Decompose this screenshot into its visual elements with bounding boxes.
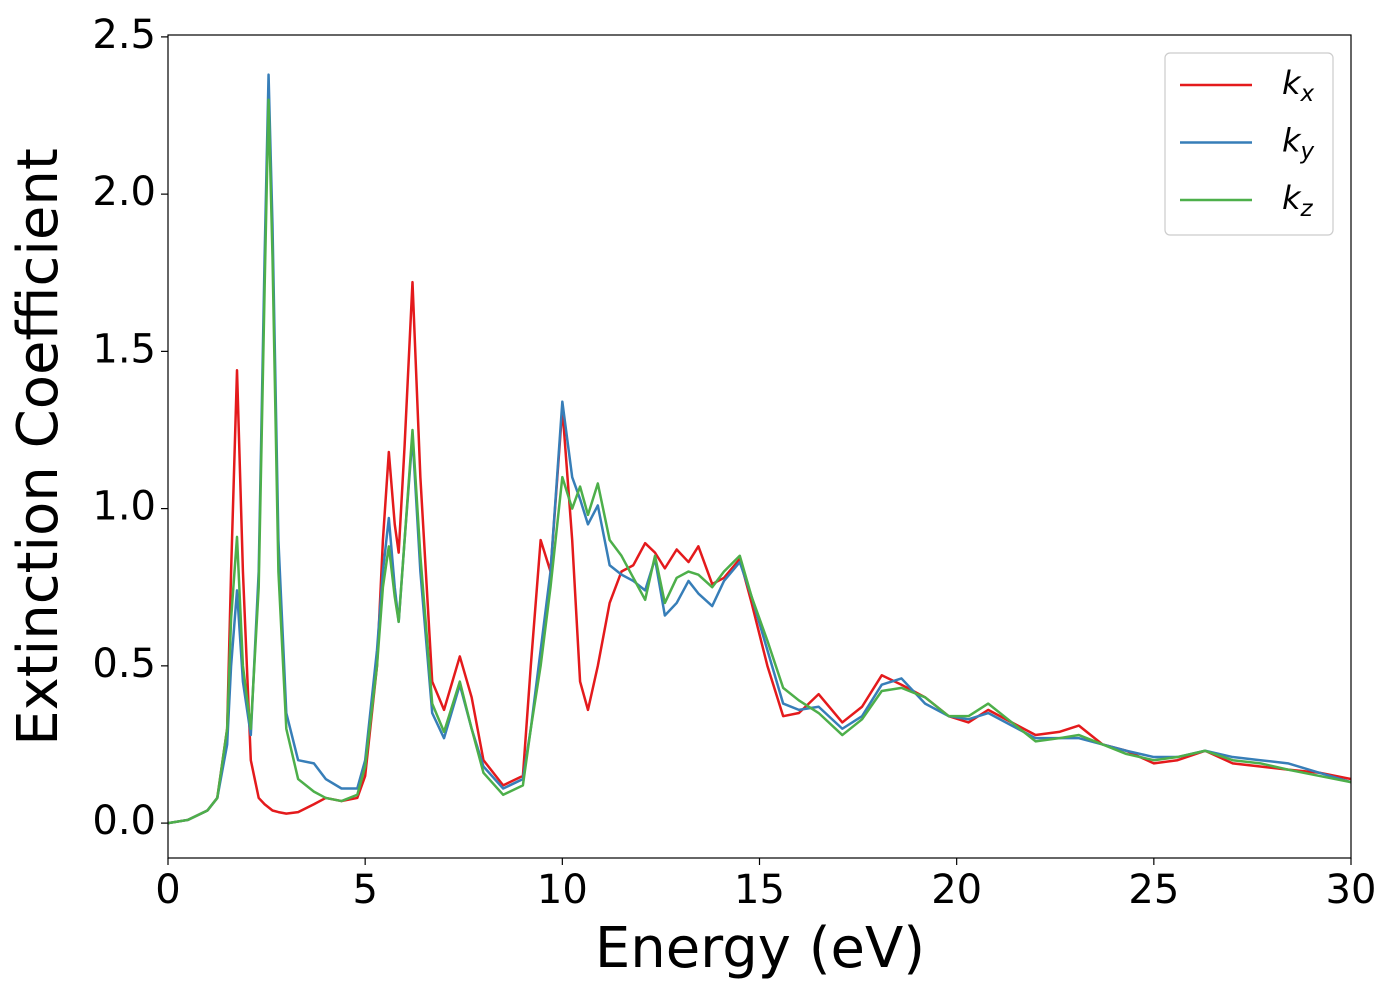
y-tick-label: 2.5	[92, 12, 156, 58]
y-tick-label: 0.0	[92, 798, 156, 844]
data-line	[168, 98, 1351, 825]
data-line	[168, 280, 1351, 825]
y-tick-label: 1.5	[92, 326, 156, 372]
y-tick-label: 2.0	[92, 169, 156, 215]
y-tick-label: 0.5	[92, 641, 156, 687]
legend-label: kx	[1282, 64, 1315, 107]
y-tick-label: 1.0	[92, 484, 156, 530]
legend-box	[1164, 52, 1334, 236]
x-tick-label: 25	[1128, 867, 1179, 913]
x-tick-label: 5	[352, 867, 377, 913]
legend-label: kz	[1282, 179, 1314, 222]
y-axis-label: Extinction Coefficient	[6, 148, 71, 746]
x-tick-label: 30	[1326, 867, 1377, 913]
x-tick-label: 10	[537, 867, 588, 913]
plot-frame	[167, 34, 1352, 859]
x-tick-label: 15	[734, 867, 785, 913]
x-axis-label: Energy (eV)	[595, 916, 925, 981]
x-tick-label: 0	[155, 867, 180, 913]
legend-label: ky	[1282, 122, 1315, 165]
x-tick-label: 20	[931, 867, 982, 913]
